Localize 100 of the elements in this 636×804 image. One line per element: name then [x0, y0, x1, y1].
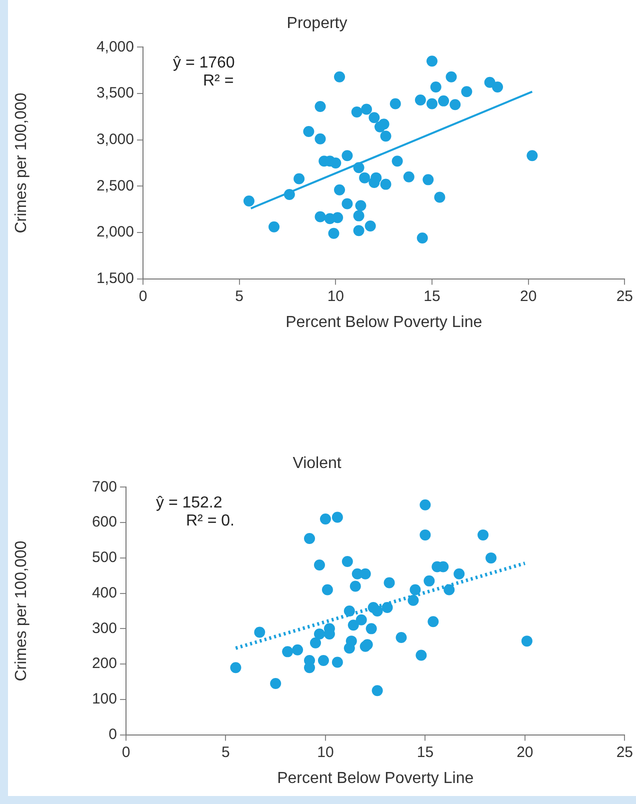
point	[444, 584, 455, 596]
point	[360, 568, 371, 580]
point	[351, 106, 362, 118]
point	[328, 228, 340, 239]
point	[303, 126, 314, 138]
y-axis-title: Crimes per 100,000	[13, 540, 30, 682]
point	[268, 221, 280, 232]
y-tick-label: 100	[92, 690, 117, 708]
point	[360, 104, 372, 115]
point	[486, 552, 497, 564]
y-tick-label: 2,500	[96, 177, 134, 194]
point	[314, 133, 326, 144]
point	[382, 602, 393, 613]
chart-title: Property	[286, 15, 348, 32]
point	[424, 575, 435, 586]
y-tick-label: 400	[92, 584, 117, 602]
point	[364, 220, 376, 232]
point	[410, 584, 421, 596]
x-tick-label: 5	[222, 744, 230, 761]
point	[350, 580, 361, 592]
annotation: R² =	[203, 72, 234, 90]
chart-title: Violent	[292, 455, 342, 472]
y-tick-label: 3,500	[96, 84, 134, 102]
x-axis-title: Percent Below Poverty Line	[277, 770, 474, 787]
y-tick-label: 3,000	[96, 130, 134, 148]
point	[430, 82, 442, 93]
y-tick-label: 4,000	[96, 38, 134, 56]
point	[353, 162, 364, 174]
point	[332, 512, 343, 523]
point	[368, 112, 380, 124]
x-tick-label: 20	[520, 288, 537, 305]
point	[355, 200, 366, 212]
point	[353, 210, 364, 222]
point	[446, 71, 457, 82]
y-tick-label: 0	[108, 726, 117, 743]
point	[334, 71, 346, 82]
x-tick-label: 25	[616, 744, 633, 761]
point	[426, 98, 438, 110]
point	[353, 225, 364, 236]
point	[450, 99, 461, 110]
point	[304, 532, 316, 544]
x-tick-label: 15	[424, 288, 440, 305]
point	[322, 584, 333, 596]
point	[342, 150, 353, 162]
annotation: R² = 0.	[186, 512, 234, 530]
point	[230, 662, 242, 674]
point	[346, 636, 357, 647]
point	[370, 172, 382, 184]
point	[310, 637, 321, 648]
x-tick-label: 0	[138, 288, 148, 305]
point	[348, 620, 359, 631]
point	[478, 529, 489, 540]
x-tick-label: 20	[516, 744, 534, 761]
point	[426, 56, 438, 67]
point	[344, 606, 355, 616]
x-tick-label: 15	[416, 744, 434, 761]
annotation: ŷ = 1760	[173, 54, 235, 72]
point	[384, 577, 395, 588]
point	[378, 118, 390, 130]
y-tick-label: 700	[92, 478, 117, 496]
point	[334, 184, 346, 196]
point	[243, 195, 254, 206]
point	[372, 685, 383, 696]
point	[454, 568, 465, 580]
point	[284, 189, 295, 200]
point	[390, 98, 401, 110]
point	[359, 172, 370, 184]
point	[318, 655, 329, 666]
point	[314, 628, 325, 640]
x-tick-label: 10	[317, 744, 334, 761]
point	[521, 636, 532, 647]
point	[526, 150, 538, 162]
x-tick-label: 5	[235, 288, 244, 305]
point	[422, 174, 434, 186]
point	[380, 178, 392, 190]
point	[420, 499, 431, 510]
point	[366, 623, 377, 634]
x-tick-label: 10	[327, 288, 344, 305]
point	[492, 82, 503, 93]
point	[356, 614, 367, 626]
point	[292, 644, 304, 656]
point	[320, 514, 331, 525]
point	[403, 171, 414, 182]
point	[461, 86, 472, 98]
point	[314, 560, 325, 571]
point	[330, 158, 342, 168]
y-tick-label: 200	[92, 655, 117, 672]
point	[342, 556, 353, 567]
x-axis-title: Percent Below Poverty Line	[286, 314, 482, 331]
point	[270, 678, 282, 690]
point	[332, 212, 344, 224]
annotation: ŷ = 152.2	[156, 494, 222, 512]
y-tick-label: 600	[92, 514, 117, 531]
point	[416, 232, 428, 244]
point	[392, 156, 403, 167]
y-tick-label: 500	[92, 549, 117, 566]
point	[414, 94, 426, 106]
point	[342, 198, 353, 210]
point	[416, 650, 427, 661]
point	[314, 211, 326, 222]
